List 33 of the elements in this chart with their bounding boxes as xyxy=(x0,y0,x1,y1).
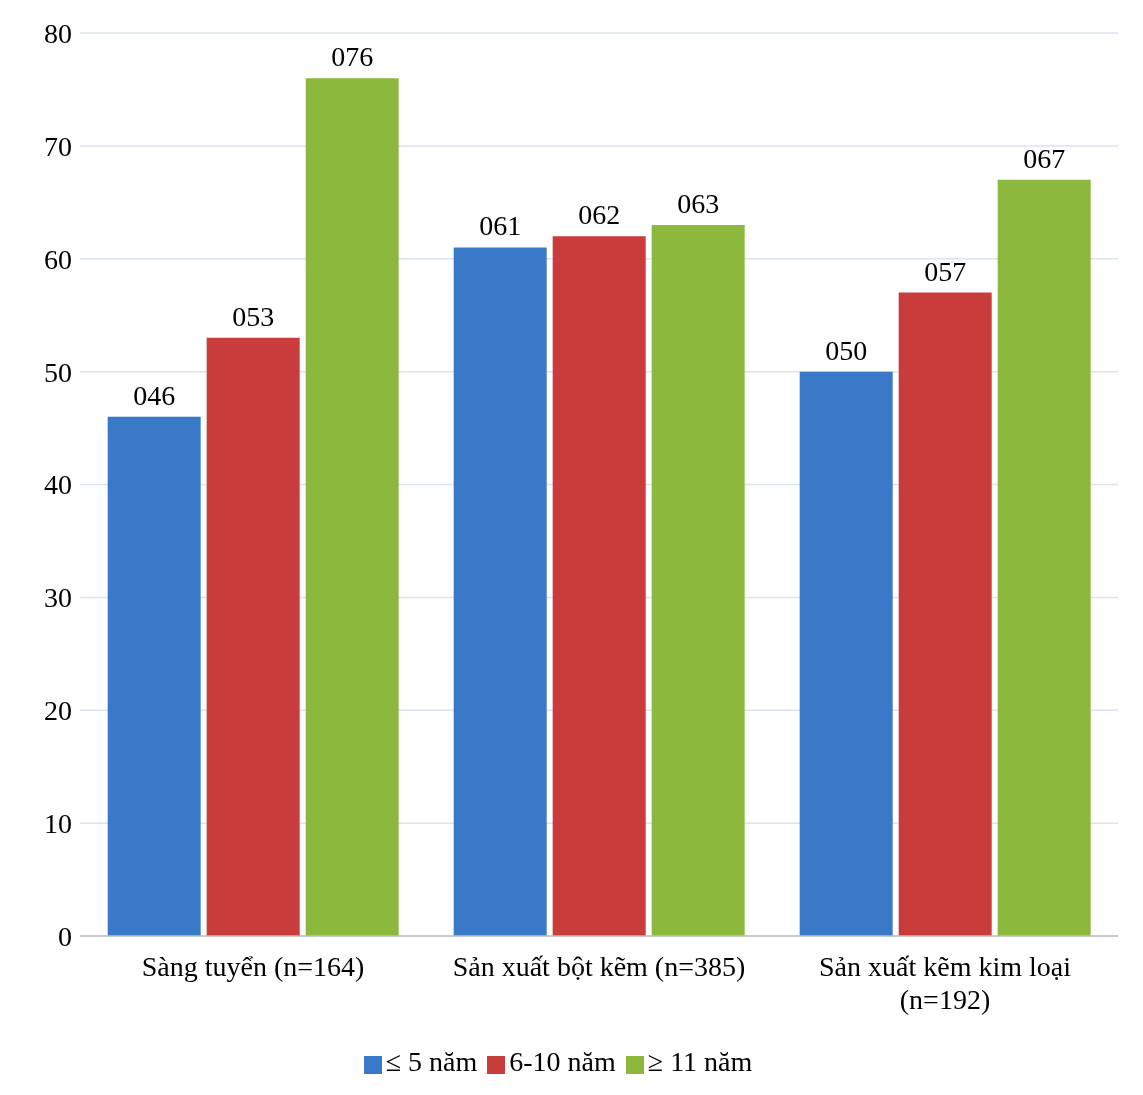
bar xyxy=(453,247,547,936)
bar xyxy=(305,78,399,936)
data-label: 062 xyxy=(578,199,621,231)
y-tick-label: 70 xyxy=(44,130,72,162)
y-tick-label: 0 xyxy=(58,920,72,952)
bar xyxy=(552,236,646,936)
data-label: 053 xyxy=(232,300,275,332)
bar xyxy=(651,224,745,936)
bar xyxy=(898,292,992,936)
y-tick-label: 40 xyxy=(44,469,72,501)
y-tick-label: 10 xyxy=(44,808,72,840)
y-tick-label: 80 xyxy=(44,17,72,49)
legend-label: ≥ 11 năm xyxy=(647,1046,753,1077)
bar xyxy=(107,416,201,936)
legend-label: ≤ 5 năm xyxy=(385,1046,478,1077)
data-label: 050 xyxy=(825,334,868,366)
y-tick-label: 50 xyxy=(44,356,72,388)
x-tick-label: Sàng tuyển (n=164) xyxy=(141,951,365,982)
data-label: 057 xyxy=(924,255,967,287)
data-label: 067 xyxy=(1023,142,1066,174)
x-tick-label: Sản xuất bột kẽm (n=385) xyxy=(452,951,746,982)
data-label: 061 xyxy=(479,210,522,242)
y-tick-label: 20 xyxy=(44,695,72,727)
data-label: 063 xyxy=(677,187,720,219)
bar xyxy=(206,337,300,936)
data-label: 046 xyxy=(133,379,176,411)
bar xyxy=(799,371,893,936)
x-tick-label: Sản xuất kẽm kim loại (n=192) xyxy=(819,951,1072,1015)
y-tick-label: 60 xyxy=(44,243,72,275)
y-tick-label: 30 xyxy=(44,582,72,614)
data-label: 076 xyxy=(331,41,374,73)
legend-label: 6-10 năm xyxy=(509,1046,616,1077)
bar xyxy=(997,179,1091,936)
